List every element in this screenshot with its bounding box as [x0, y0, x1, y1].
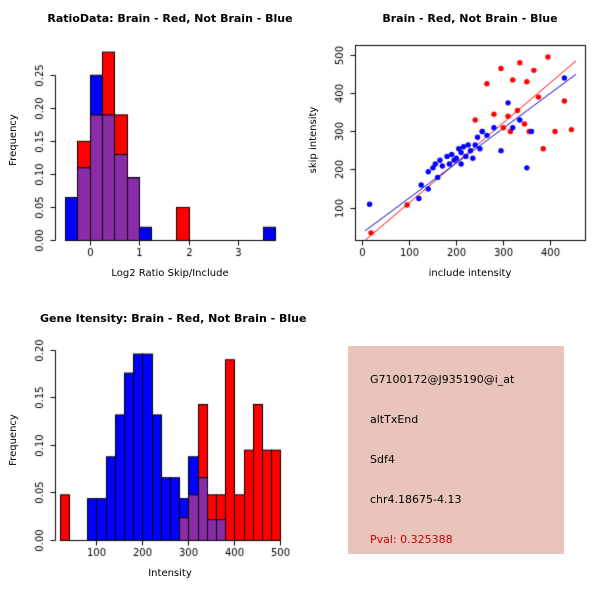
info-pval: Pval: 0.325388 [370, 533, 453, 546]
ratio-histogram-xlabel: Log2 Ratio Skip/Include [111, 268, 229, 279]
intensity-scatter-title: Brain - Red, Not Brain - Blue [382, 12, 558, 25]
gene-intensity-histogram-title: Gene Itensity: Brain - Red, Not Brain - … [40, 312, 307, 325]
panel-gene-intensity-histogram: Gene Itensity: Brain - Red, Not Brain - … [0, 300, 307, 600]
panel-ratio-histogram: RatioData: Brain - Red, Not Brain - Blue… [0, 0, 300, 300]
info-event-type: altTxEnd [370, 413, 419, 426]
info-locus: chr4.18675-4.13 [370, 493, 462, 506]
ratio-histogram-plot [0, 0, 300, 300]
info-gene-symbol: Sdf4 [370, 453, 395, 466]
intensity-scatter-xlabel: include intensity [428, 268, 512, 279]
intensity-scatter-ylabel: skip intensity [308, 106, 319, 174]
intensity-scatter-plot [300, 0, 600, 300]
panel-intensity-scatter: Brain - Red, Not Brain - Blue include in… [300, 0, 600, 300]
gene-intensity-histogram-plot [0, 300, 300, 600]
ratio-histogram-title: RatioData: Brain - Red, Not Brain - Blue [47, 12, 293, 25]
ratio-histogram-ylabel: Frequency [8, 114, 19, 166]
info-probe-id: G7100172@J935190@i_at [370, 373, 515, 386]
gene-intensity-histogram-ylabel: Frequency [8, 414, 19, 466]
gene-info-box: G7100172@J935190@i_at altTxEnd Sdf4 chr4… [348, 346, 564, 554]
panel-gene-info: G7100172@J935190@i_at altTxEnd Sdf4 chr4… [300, 300, 600, 600]
gene-intensity-histogram-xlabel: Intensity [148, 568, 192, 579]
